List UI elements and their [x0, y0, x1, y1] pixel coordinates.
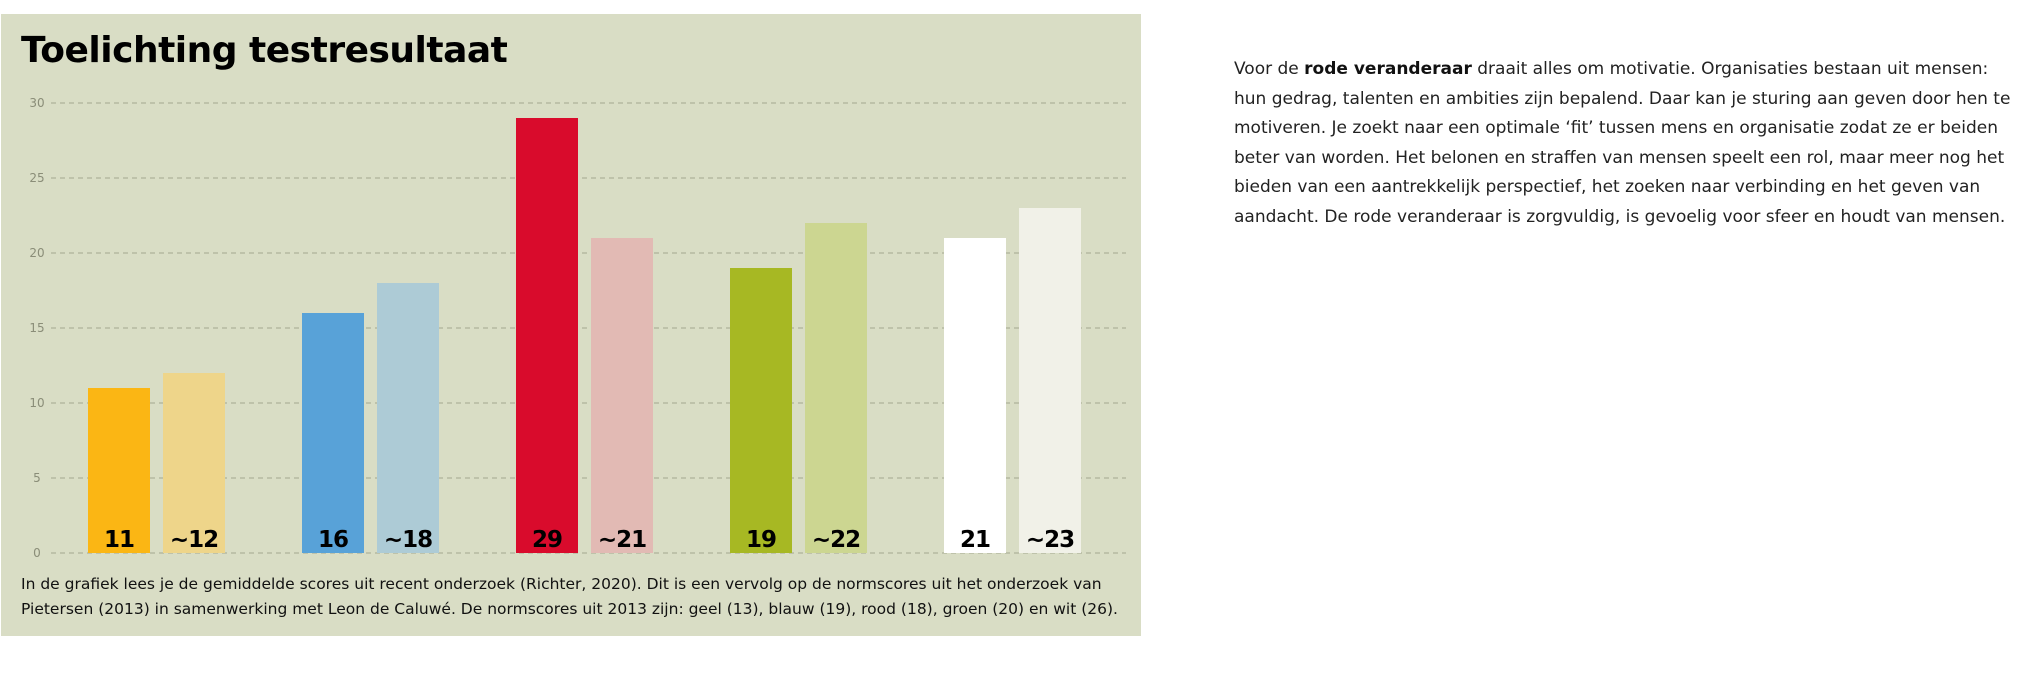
y-tick-label: 25	[29, 171, 44, 185]
bar-value-label: ~18	[384, 527, 432, 553]
bar-value-label: 29	[532, 527, 562, 553]
panel-title: Toelichting testresultaat	[21, 30, 508, 71]
explanation-highlight: rode veranderaar	[1304, 59, 1472, 79]
bar-rood-score	[516, 118, 578, 553]
y-tick-label: 5	[33, 471, 41, 485]
bar-blauw-norm	[377, 283, 439, 553]
bar-wit-norm	[1019, 208, 1081, 553]
bar-value-label: 11	[104, 527, 134, 553]
bar-wit-score	[944, 238, 1006, 553]
bar-rood-norm	[591, 238, 653, 553]
y-tick-label: 30	[29, 96, 44, 110]
bar-value-label: ~21	[598, 527, 646, 553]
bar-value-label: ~23	[1026, 527, 1074, 553]
explanation-body: draait alles om motivatie. Organisaties …	[1234, 59, 2011, 227]
y-tick-label: 15	[29, 321, 44, 335]
bar-value-label: ~22	[812, 527, 860, 553]
bar-groen-score	[730, 268, 792, 553]
bar-chart: 0 5 10 15 20 25 30 11 ~12 16 ~18 29 ~21 19 ~22 21 ~23	[29, 96, 1126, 560]
bar-geel-score	[88, 388, 150, 553]
bar-value-label: 21	[960, 527, 990, 553]
bar-value-label: ~12	[170, 527, 218, 553]
bar-geel-norm	[163, 373, 225, 553]
chart-caption: In de grafiek lees je de gemiddelde scor…	[21, 575, 1118, 618]
y-tick-label: 20	[29, 246, 44, 260]
bar-groen-norm	[805, 223, 867, 553]
y-tick-label: 0	[33, 546, 41, 560]
bar-value-label: 19	[746, 527, 776, 553]
bar-blauw-score	[302, 313, 364, 553]
explanation-intro: Voor de	[1234, 59, 1305, 79]
explanation-text: Voor de rode veranderaar draait alles om…	[1234, 55, 2014, 232]
y-tick-label: 10	[29, 396, 44, 410]
chart-panel: 0 5 10 15 20 25 30 11 ~12 16 ~18 29 ~21 19 ~22 21 ~23 To…	[1, 14, 1141, 636]
bar-value-label: 16	[318, 527, 348, 553]
